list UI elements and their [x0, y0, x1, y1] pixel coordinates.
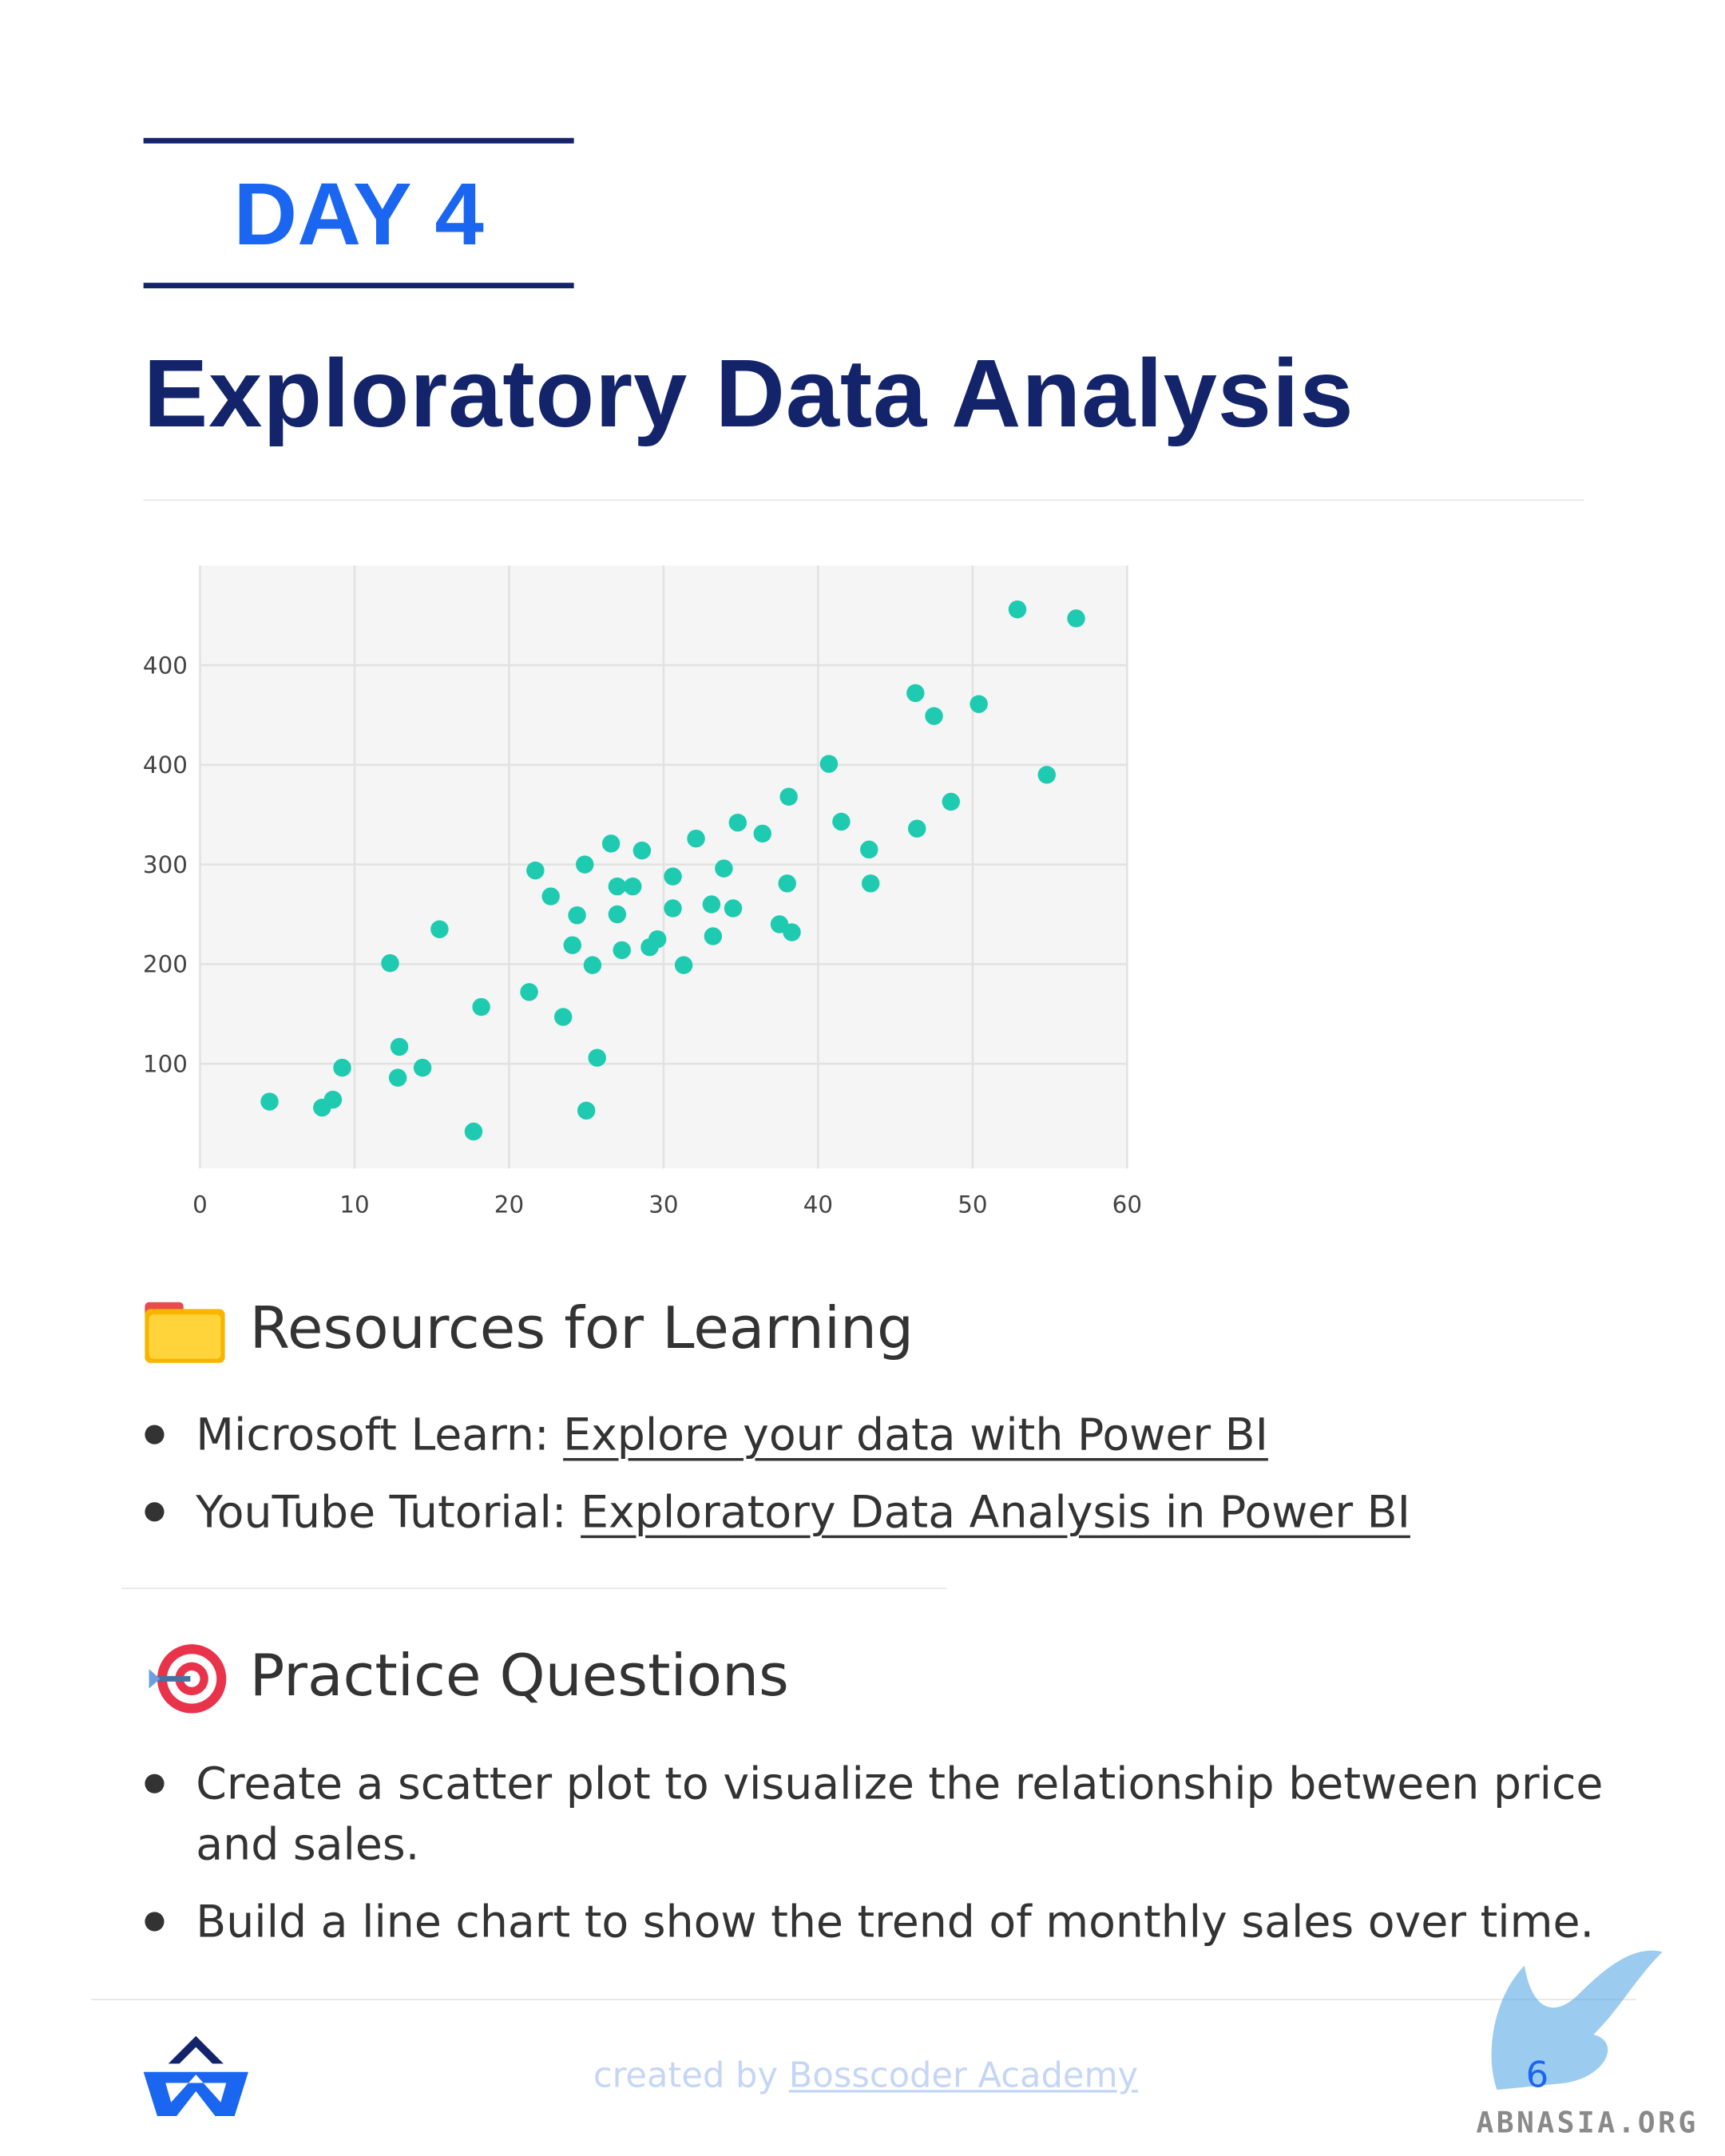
x-tick-label: 30 [648, 1191, 678, 1218]
scatter-point [563, 936, 582, 954]
scatter-point [632, 841, 652, 860]
y-tick-label: 100 [143, 1051, 188, 1078]
resource-item: YouTube Tutorial: Exploratory Data Analy… [145, 1481, 1607, 1542]
scatter-point [778, 874, 796, 893]
scatter-point [1037, 766, 1056, 784]
scatter-point [260, 1092, 279, 1111]
scatter-point [608, 877, 627, 896]
day-label: DAY 4 [233, 164, 484, 264]
scatter-point [664, 899, 682, 917]
scatter-point [704, 927, 723, 945]
scatter-chart: 0 10 20 30 40 50 60 400 400 300 200 100 [143, 565, 1142, 1218]
scatter-point [588, 1048, 606, 1067]
target-icon [149, 1644, 227, 1714]
resource-label: Microsoft Learn: [196, 1408, 549, 1461]
scatter-point [860, 840, 878, 859]
divider [121, 1587, 947, 1590]
page-number: 6 [1525, 2055, 1549, 2097]
practice-item: Create a scatter plot to visualize the r… [145, 1754, 1607, 1875]
resource-link[interactable]: Explore your data with Power BI [563, 1408, 1268, 1461]
scatter-point [1067, 609, 1085, 628]
watermark-text: ABNASIA.ORG [1476, 2106, 1699, 2140]
x-tick-label: 0 [192, 1191, 208, 1218]
scatter-point [648, 929, 667, 949]
section-heading: Practice Questions [249, 1641, 789, 1710]
scatter-point [608, 905, 627, 924]
scatter-point [583, 956, 602, 974]
watermark-graphic [1491, 1950, 1663, 2091]
scatter-point [908, 819, 926, 838]
scatter-point [541, 887, 560, 906]
scatter-point [520, 983, 538, 1001]
scatter-point [526, 861, 545, 880]
scatter-point [819, 755, 839, 773]
scatter-point [753, 824, 771, 843]
credit-text: created by [593, 2055, 779, 2096]
y-tick-label: 400 [143, 652, 188, 679]
x-tick-label: 20 [494, 1191, 524, 1218]
scatter-point [333, 1058, 351, 1077]
scatter-point [413, 1058, 432, 1077]
x-tick-label: 60 [1112, 1191, 1142, 1218]
x-tick-label: 50 [958, 1191, 987, 1218]
y-tick-label: 200 [143, 951, 188, 978]
x-tick-label: 10 [339, 1191, 369, 1218]
scatter-point [1008, 600, 1027, 619]
resource-label: YouTube Tutorial: [196, 1485, 567, 1539]
practice-text: Create a scatter plot to visualize the r… [196, 1757, 1604, 1871]
scatter-point [702, 895, 721, 914]
scatter-point [783, 923, 801, 941]
brand-link: Bosscoder Academy [788, 2055, 1139, 2096]
scatter-point [674, 956, 693, 974]
scatter-point [553, 1008, 573, 1026]
scatter-point [728, 813, 748, 832]
scatter-point [624, 877, 642, 896]
bottom-rule [143, 283, 574, 289]
scatter-point [613, 941, 631, 960]
scatter-point [664, 867, 682, 886]
resource-link[interactable]: Exploratory Data Analysis in Power BI [581, 1485, 1410, 1539]
top-rule [143, 137, 574, 144]
scatter-point [715, 859, 733, 878]
footer-credit: created by Bosscoder Academy [593, 2055, 1138, 2095]
folder-icon [145, 1302, 225, 1363]
y-tick-label: 400 [143, 751, 188, 779]
scatter-point [724, 899, 743, 917]
scatter-point [779, 787, 798, 806]
scatter-point [464, 1122, 483, 1141]
practice-item: Build a line chart to show the trend of … [145, 1891, 1607, 1952]
scatter-point [970, 695, 988, 713]
scatter-point [601, 834, 621, 853]
practice-text: Build a line chart to show the trend of … [196, 1895, 1595, 1948]
divider [91, 1999, 1636, 2000]
scatter-point [388, 1068, 407, 1087]
scatter-point [942, 792, 961, 811]
scatter-point [381, 953, 399, 973]
scatter-point [472, 997, 490, 1017]
section-heading: Resources for Learning [249, 1294, 914, 1362]
scatter-point [390, 1037, 409, 1056]
y-tick-label: 300 [143, 851, 188, 878]
scatter-point [861, 874, 880, 893]
scatter-point [577, 1101, 596, 1120]
scatter-point [906, 684, 925, 703]
resource-item: Microsoft Learn: Explore your data with … [145, 1405, 1607, 1465]
scatter-point [568, 906, 586, 925]
scatter-point [925, 707, 943, 725]
x-tick-label: 40 [803, 1191, 833, 1218]
scatter-point [323, 1090, 343, 1109]
divider [143, 499, 1584, 501]
scatter-point [687, 829, 705, 848]
scatter-point [576, 855, 594, 874]
scatter-point [430, 920, 449, 938]
page-title: Exploratory Data Analysis [143, 339, 1354, 447]
brand-logo [143, 2035, 248, 2116]
scatter-point [832, 812, 851, 831]
